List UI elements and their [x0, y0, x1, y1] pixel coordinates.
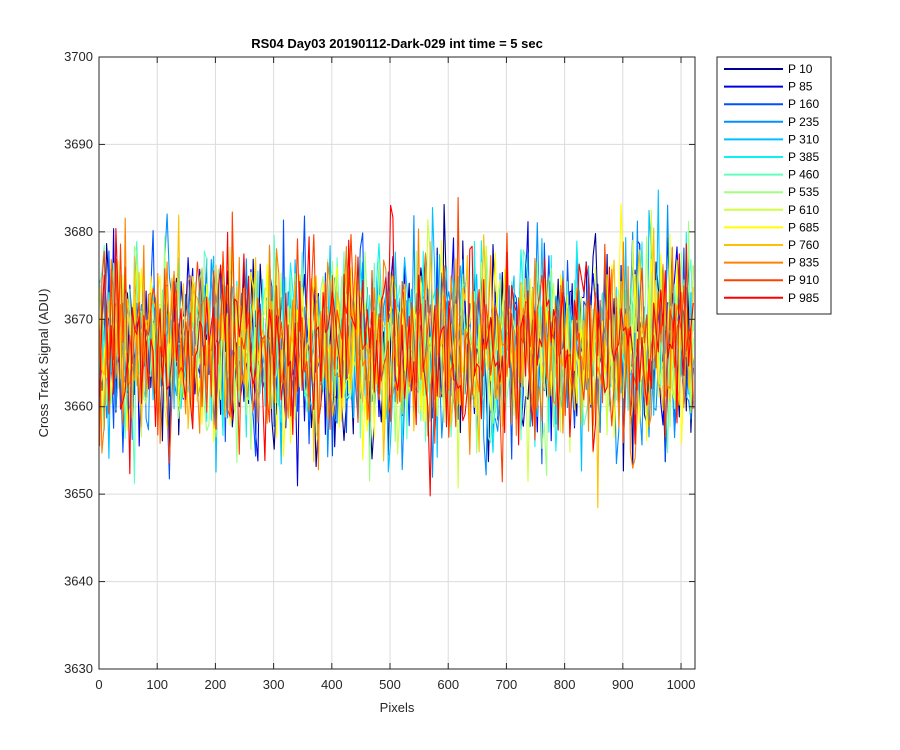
x-tick-label: 700	[496, 677, 518, 692]
series-line	[99, 204, 694, 497]
y-tick-label: 3660	[64, 399, 93, 414]
legend-label: P 760	[788, 238, 819, 252]
x-tick-label: 600	[437, 677, 459, 692]
series-line	[99, 214, 694, 509]
legend-label: P 835	[788, 256, 819, 270]
legend-box	[716, 56, 832, 315]
legend-label: P 85	[788, 80, 813, 94]
x-tick-label: 900	[612, 677, 634, 692]
legend-label: P 910	[788, 273, 819, 287]
y-tick-label: 3680	[64, 224, 93, 239]
y-tick-label: 3630	[64, 661, 93, 676]
legend-label: P 460	[788, 168, 819, 182]
chart-title: RS04 Day03 20190112-Dark-029 int time = …	[251, 36, 543, 51]
y-axis-label: Cross Track Signal (ADU)	[36, 289, 51, 438]
series-lines	[99, 189, 694, 509]
x-tick-label: 500	[379, 677, 401, 692]
x-tick-label: 200	[205, 677, 227, 692]
legend-label: P 610	[788, 203, 819, 217]
x-tick-label: 800	[554, 677, 576, 692]
x-tick-label: 1000	[667, 677, 696, 692]
y-tick-label: 3690	[64, 136, 93, 151]
y-tick-label: 3670	[64, 311, 93, 326]
y-tick-label: 3640	[64, 574, 93, 589]
plot-frame	[98, 56, 696, 670]
legend-label: P 685	[788, 220, 819, 234]
series-line	[99, 196, 694, 483]
legend-label: P 310	[788, 132, 819, 146]
legend-label: P 985	[788, 291, 819, 305]
x-tick-label: 300	[263, 677, 285, 692]
x-axis-label: Pixels	[380, 700, 415, 715]
legend: P 10 P 85 P 160 P 235 P 310 P 385 P 460 P 535 P …	[716, 56, 832, 315]
y-tick-label: 3700	[64, 49, 93, 64]
y-tick-label: 3650	[64, 486, 93, 501]
legend-label: P 535	[788, 185, 819, 199]
legend-items: P 10 P 85 P 160 P 235 P 310 P 385 P 460 P 535 P …	[724, 62, 819, 305]
x-tick-label: 0	[95, 677, 102, 692]
series-line	[99, 217, 694, 471]
legend-label: P 10	[788, 62, 813, 76]
x-tick-label: 100	[146, 677, 168, 692]
legend-label: P 385	[788, 150, 819, 164]
legend-label: P 160	[788, 97, 819, 111]
legend-label: P 235	[788, 115, 819, 129]
axis-ticks: 0 100 200 300 400 500 600 700 800 900 1000 3630 3640…	[64, 49, 695, 692]
x-tick-label: 400	[321, 677, 343, 692]
